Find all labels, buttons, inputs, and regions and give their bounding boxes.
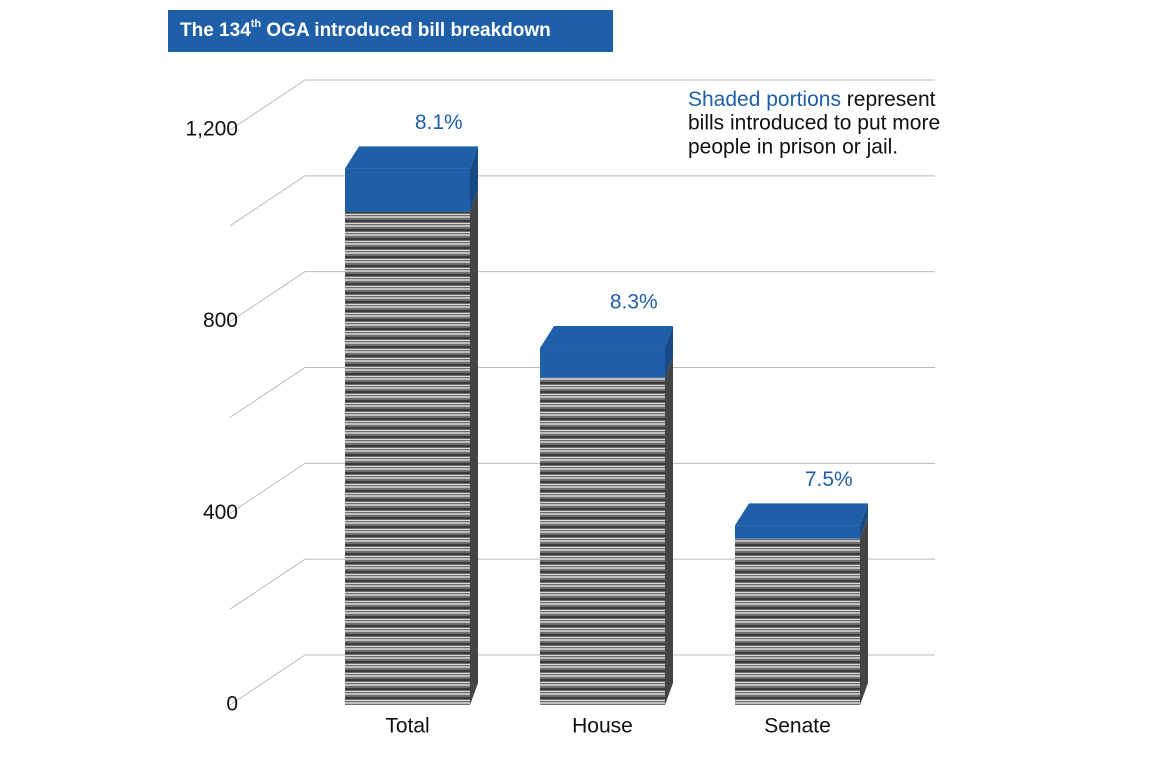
bar-top xyxy=(735,503,868,526)
bar-side xyxy=(860,503,868,539)
title-main: The 134 xyxy=(180,20,251,41)
bar-side xyxy=(665,326,673,378)
share-label: 8.3% xyxy=(610,291,658,314)
chart-title: The 134th OGA introduced bill breakdown xyxy=(180,18,551,41)
grid-line xyxy=(229,79,935,131)
y-tick-label: 800 xyxy=(203,309,238,332)
y-tick-label: 400 xyxy=(203,501,238,524)
note-highlight: Shaded portions xyxy=(688,88,841,111)
bar-segment xyxy=(345,211,470,705)
title-sup: th xyxy=(251,18,262,30)
bar-segment xyxy=(540,348,665,378)
bar-side xyxy=(470,146,478,212)
grid-line xyxy=(229,367,935,418)
note-line: people in prison or jail. xyxy=(688,136,898,159)
note-line: represent xyxy=(841,88,936,111)
bar-segment xyxy=(345,168,470,212)
title-rest: OGA introduced bill breakdown xyxy=(261,20,551,41)
y-tick-label: 0 xyxy=(226,693,238,716)
x-tick-label: House xyxy=(572,715,633,738)
bar-segment xyxy=(735,538,860,705)
note: Shaded portions represent xyxy=(688,88,936,111)
bar-top xyxy=(345,146,478,169)
grid-line xyxy=(229,462,935,514)
bar-side xyxy=(665,355,673,705)
share-label: 7.5% xyxy=(805,468,853,491)
grid-line xyxy=(229,654,935,706)
title-box xyxy=(168,10,613,52)
bar-segment xyxy=(735,525,860,539)
x-tick-label: Total xyxy=(385,715,429,738)
bar-side xyxy=(860,516,868,705)
share-label: 8.1% xyxy=(415,111,463,134)
y-tick-label: 1,200 xyxy=(185,118,238,141)
bar-segment xyxy=(540,377,665,705)
grid-line xyxy=(229,558,935,610)
grid-line xyxy=(229,271,935,323)
note-line: bills introduced to put more xyxy=(688,112,940,135)
grid-line xyxy=(229,175,935,227)
bar-top xyxy=(540,326,673,349)
x-tick-label: Senate xyxy=(764,715,831,738)
bar-side xyxy=(470,189,478,705)
